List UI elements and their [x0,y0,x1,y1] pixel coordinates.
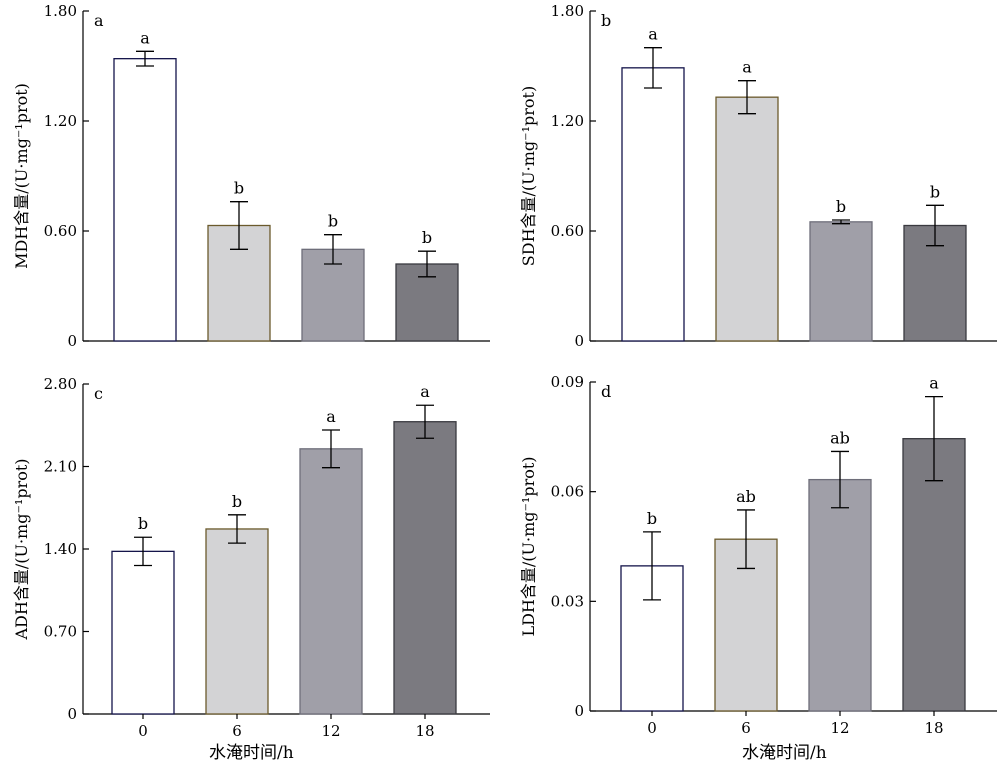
y-axis-title: LDH含量/(U·mg⁻¹prot) [519,456,538,636]
y-tick-label: 0.70 [44,623,77,641]
significance-letter: b [836,197,846,216]
y-tick-label: 2.10 [44,458,77,476]
panel-a: 0 0.60 1.20 1.80 a MDH含量/(U·mg⁻¹prot) a b b b [12,2,490,350]
bar-6 [715,96,779,342]
x-tick-label: 6 [232,722,242,740]
significance-letter: ab [830,428,850,447]
bar-18 [393,421,457,715]
x-tick-label: 0 [138,722,148,740]
y-tick-label: 1.40 [44,540,77,558]
significance-letter: b [234,179,244,198]
y-tick-label: 0 [67,705,77,723]
y-tick-label: 2.80 [44,375,77,393]
significance-letter: b [328,212,338,231]
y-tick-label: 0.09 [551,373,584,391]
y-axis-title: SDH含量/(U·mg⁻¹prot) [519,86,538,266]
y-axis-title: ADH含量/(U·mg⁻¹prot) [12,458,31,640]
significance-letter: b [138,514,148,533]
significance-letter: a [420,382,430,401]
y-tick-label: 0.60 [44,222,77,240]
y-axis-title: MDH含量/(U·mg⁻¹prot) [12,83,31,269]
significance-letter: b [422,228,432,247]
panel-label: b [601,11,611,30]
significance-letter: a [742,58,752,77]
x-tick-label: 18 [415,722,434,740]
panel-label: d [601,382,611,401]
significance-letter: b [930,182,940,201]
x-tick-label: 6 [741,719,751,737]
significance-letter: a [929,374,939,393]
significance-letter: b [232,492,242,511]
bar-0 [113,58,177,342]
x-tick-label: 12 [321,722,340,740]
panel-d: 0 0.03 0.06 0.09 d LDH含量/(U·mg⁻¹prot) b 0 ab 6 ab 1… [519,373,997,737]
panel-c: 0 0.70 1.40 2.10 2.80 c ADH含量/(U·mg⁻¹prot) b 0 b 6… [12,375,490,740]
panel-label: c [94,384,103,403]
y-tick-label: 1.80 [44,2,77,20]
x-axis-title-right: 水淹时间/h [742,743,827,763]
y-tick-label: 0 [574,702,584,720]
bar-12 [809,221,873,342]
bar-6 [205,528,269,715]
bar-12 [808,478,872,712]
bar-18 [902,438,966,712]
bar-0 [621,67,685,342]
panel-b: 0 0.60 1.20 1.80 b SDH含量/(U·mg⁻¹prot) a a b b [519,2,997,350]
x-tick-label: 18 [924,719,943,737]
y-tick-label: 1.20 [551,112,584,130]
panel-label: a [94,11,104,30]
x-axis-title-left: 水淹时间/h [209,743,294,763]
x-tick-label: 12 [830,719,849,737]
significance-letter: a [326,407,336,426]
y-tick-label: 0 [67,332,77,350]
bar-12 [299,448,363,715]
y-tick-label: 1.80 [551,2,584,20]
y-tick-label: 0 [574,332,584,350]
y-tick-label: 0.60 [551,222,584,240]
significance-letter: b [647,509,657,528]
significance-letter: ab [736,487,756,506]
bar-0 [111,550,175,715]
x-tick-label: 0 [647,719,657,737]
y-tick-label: 0.03 [551,592,584,610]
significance-letter: a [140,28,150,47]
y-tick-label: 1.20 [44,112,77,130]
y-tick-label: 0.06 [551,483,584,501]
significance-letter: a [648,25,658,44]
